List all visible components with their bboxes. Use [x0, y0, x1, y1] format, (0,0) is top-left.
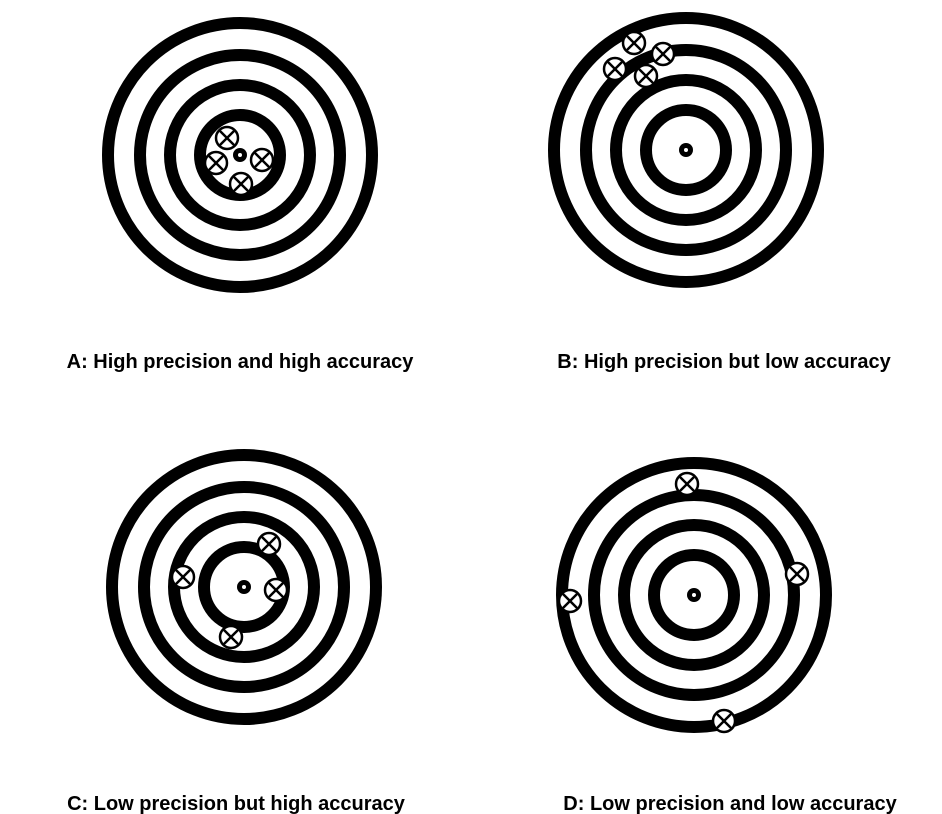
ring	[134, 49, 346, 261]
ring	[102, 17, 378, 293]
hit-cross	[268, 582, 284, 598]
hit-marker	[784, 561, 810, 587]
hit-cross	[208, 155, 224, 171]
hit-marker	[674, 471, 700, 497]
caption: C: Low precision but high accuracy	[67, 793, 406, 814]
hit-cross	[254, 152, 270, 168]
ring	[168, 511, 320, 663]
bullseye-center	[684, 148, 688, 152]
hit-cross	[223, 629, 239, 645]
bullseye-center	[692, 593, 696, 597]
hit-cross	[219, 130, 235, 146]
hit-marker	[249, 147, 275, 173]
hit-cross	[789, 566, 805, 582]
caption: D: Low precision and low accuracy	[563, 793, 897, 814]
hit-cross	[261, 536, 277, 552]
hit-cross	[626, 35, 642, 51]
ring	[164, 79, 316, 231]
hit-cross	[607, 61, 623, 77]
ring	[648, 549, 740, 641]
ring	[548, 12, 824, 288]
bullseye-center	[238, 153, 242, 157]
ring	[138, 481, 350, 693]
hit-marker	[263, 577, 289, 603]
hit-marker	[633, 63, 659, 89]
ring	[588, 489, 800, 701]
hit-marker	[711, 708, 737, 734]
hit-cross	[562, 593, 578, 609]
hit-cross	[233, 176, 249, 192]
hit-marker	[256, 531, 282, 557]
hit-marker	[218, 624, 244, 650]
hit-cross	[679, 476, 695, 492]
hit-cross	[638, 68, 654, 84]
hit-marker	[214, 125, 240, 151]
hit-marker	[203, 150, 229, 176]
bullseye-center	[242, 585, 246, 589]
hit-marker	[228, 171, 254, 197]
ring	[610, 74, 762, 226]
hit-marker	[170, 564, 196, 590]
hit-marker	[602, 56, 628, 82]
ring	[106, 449, 382, 725]
target	[556, 457, 832, 734]
hit-marker	[650, 41, 676, 67]
hit-cross	[655, 46, 671, 62]
caption: B: High precision but low accuracy	[557, 351, 891, 373]
caption: A: High precision and high accuracy	[67, 351, 415, 373]
target	[548, 12, 824, 288]
ring	[618, 519, 770, 671]
ring	[640, 104, 732, 196]
hit-marker	[557, 588, 583, 614]
ring	[580, 44, 792, 256]
hit-cross	[175, 569, 191, 585]
hit-cross	[716, 713, 732, 729]
hit-marker	[621, 30, 647, 56]
target	[106, 449, 382, 725]
target	[102, 17, 378, 293]
